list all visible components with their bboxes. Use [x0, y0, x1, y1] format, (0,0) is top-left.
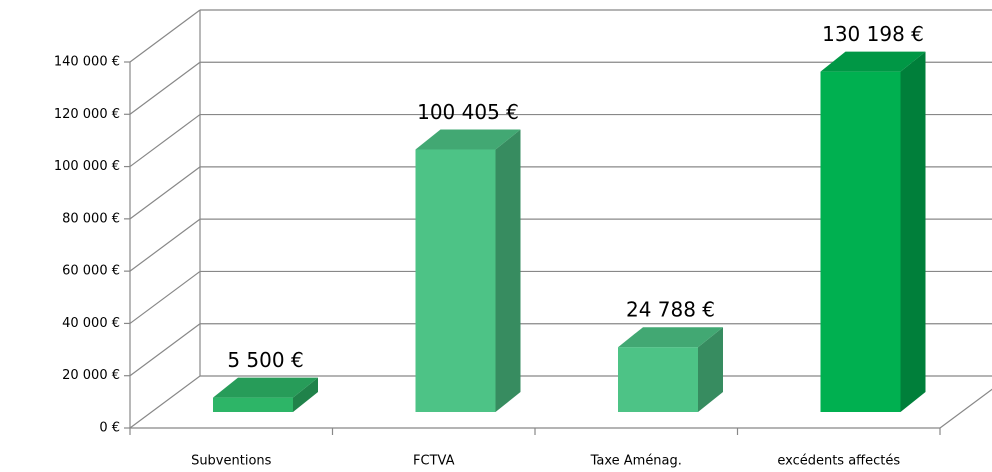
- value-label: 5 500 €: [227, 348, 303, 372]
- grid-line: [129, 114, 201, 168]
- bar-top: [618, 327, 723, 348]
- x-tick-label: excédents affectés: [777, 454, 900, 469]
- bar-side: [900, 51, 926, 412]
- bar-top: [213, 377, 318, 398]
- grid-line: [129, 9, 201, 63]
- x-tick-label: Taxe Aménag.: [590, 454, 682, 469]
- bar: [618, 347, 698, 412]
- bar-side: [495, 129, 521, 413]
- grid-line: [129, 61, 201, 115]
- bar-top: [415, 129, 521, 150]
- bar-side: [293, 377, 318, 412]
- grid-line: [129, 323, 201, 377]
- grid-line: [129, 166, 201, 220]
- y-tick-label: 40 000 €: [62, 316, 120, 331]
- y-tick-label: 80 000 €: [62, 211, 120, 226]
- y-tick-label: 60 000 €: [62, 264, 120, 279]
- bar: [415, 149, 496, 413]
- value-label: 100 405 €: [417, 100, 519, 124]
- y-tick-label: 100 000 €: [54, 159, 120, 174]
- y-tick-label: 140 000 €: [54, 55, 120, 70]
- x-tick-label: Subventions: [191, 454, 272, 469]
- bar-side: [698, 327, 723, 412]
- x-tick-label: FCTVA: [413, 454, 455, 469]
- bar: [213, 397, 293, 412]
- y-tick-label: 120 000 €: [54, 107, 120, 122]
- floor-line: [939, 388, 992, 429]
- grid-line: [129, 270, 201, 324]
- bar: [820, 71, 901, 412]
- value-label: 24 788 €: [626, 298, 715, 322]
- value-label: 130 198 €: [822, 22, 924, 46]
- y-tick-label: 20 000 €: [62, 368, 120, 383]
- grid-line: [129, 218, 201, 272]
- bar-top: [820, 51, 926, 72]
- y-tick-label: 0 €: [99, 421, 120, 436]
- grid-line: [129, 375, 201, 429]
